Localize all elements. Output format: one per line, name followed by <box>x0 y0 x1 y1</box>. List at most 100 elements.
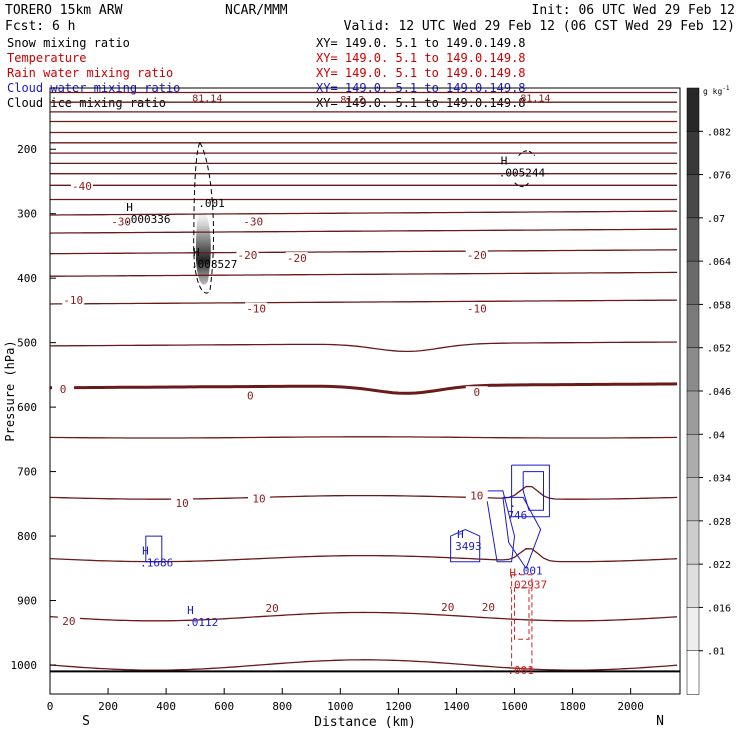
snow-core <box>195 204 211 285</box>
colorbar-swatch <box>686 87 700 133</box>
temperature-label-bg <box>62 294 85 307</box>
temperature-label-bg <box>465 489 488 502</box>
y-axis-label: Pressure (hPa) <box>3 340 17 441</box>
maximum-value: .0112 <box>185 616 218 629</box>
maximum-value: .02937 <box>507 578 547 591</box>
isotherm-line <box>49 341 678 353</box>
y-tick-label: 400 <box>17 272 37 285</box>
colorbar-swatch <box>686 563 700 609</box>
temperature-label: 20 <box>482 601 495 614</box>
rain-contour <box>514 587 530 640</box>
snow-contour-small <box>514 182 530 188</box>
maximum-marker: H <box>187 604 194 617</box>
y-tick-label: 500 <box>17 337 37 350</box>
temperature-label: -30 <box>111 215 131 228</box>
temperature-labels: -40 -30 -30 -20 -20 -20 -10 -10 -10 0 0 0 10 10 10 20 20… <box>52 179 500 628</box>
temperature-label: 10 <box>470 489 483 502</box>
cloud-water-contour <box>522 471 544 511</box>
legend-xy: XY= 149.0. 5.1 to 149.0.149.8 <box>316 96 526 110</box>
colorbar-tick-label: .064 <box>707 257 731 268</box>
temperature-label-bg <box>70 179 93 192</box>
colorbar-tick-label: .076 <box>707 171 731 182</box>
x-tick-label: 800 <box>272 700 292 713</box>
maximum-value: .1686 <box>140 557 173 570</box>
header: TORERO 15km ARW NCAR/MMM Init: 06 UTC We… <box>5 3 735 34</box>
temperature-label: -20 <box>237 249 257 262</box>
colorbar-swatch <box>686 390 700 436</box>
colorbar-swatch <box>686 477 700 522</box>
isotherm-line <box>49 611 678 622</box>
isotherm-line <box>49 249 678 255</box>
colorbar-swatch <box>686 217 700 262</box>
x-tick-label: 2000 <box>617 700 644 713</box>
legend-field: Snow mixing ratio <box>7 36 130 50</box>
zero-isotherm <box>49 382 678 395</box>
x-tick-label: 200 <box>98 700 118 713</box>
maximum-marker: H <box>193 246 200 259</box>
cloud-water-contour <box>450 529 481 563</box>
temperature-label-bg <box>236 248 259 261</box>
legend-xy: XY= 149.0. 5.1 to 149.0.149.8 <box>316 36 526 50</box>
maximum-marker: H <box>501 155 508 168</box>
colorbar-swatch <box>686 304 700 349</box>
temperature-label: 20 <box>62 615 75 628</box>
temperature-label: -20 <box>467 249 487 262</box>
temperature-label: 10 <box>252 493 265 506</box>
temperature-label: -10 <box>63 294 83 307</box>
model-title: TORERO 15km ARW <box>5 3 123 18</box>
colorbar-tick-label: .022 <box>707 560 731 571</box>
temperature-label: -30 <box>243 215 263 228</box>
colorbar-tick-label: .07 <box>707 214 725 225</box>
temperature-label: -10 <box>246 302 266 315</box>
maximum-marker: H <box>126 201 133 214</box>
maximum-value: .001 <box>198 197 225 210</box>
x-tick-label: 1400 <box>443 700 470 713</box>
rain-contour <box>511 574 533 669</box>
colorbar-unit: g kg-1 <box>703 85 730 96</box>
temperature-contours <box>49 91 680 673</box>
colorbar-tick-label: .04 <box>707 430 725 441</box>
plot-frame <box>49 87 681 695</box>
temperature-label: -40 <box>72 180 92 193</box>
x-axis: 0 200 400 600 800 1000 1200 1400 1600 1800 2000 <box>47 688 644 713</box>
y-tick-label: 300 <box>17 208 37 221</box>
temperature-label: 0 <box>60 383 67 396</box>
colorbar-swatch <box>686 607 700 652</box>
temperature-label-bg <box>477 600 500 613</box>
x-axis-label: Distance (km) <box>314 715 416 730</box>
colorbar-swatch <box>686 260 700 306</box>
snow-contour <box>193 141 215 294</box>
y-axis: 200 300 400 500 600 700 800 900 1000 <box>11 143 56 672</box>
colorbar-tick-label: .046 <box>707 387 731 398</box>
temperature-label-bg <box>285 252 308 265</box>
init-time: Init: 06 UTC Wed 29 Feb 12 <box>532 3 736 18</box>
colorbar-swatch <box>686 650 700 695</box>
forecast-hour: Fcst: 6 h <box>5 19 75 34</box>
center-title: NCAR/MMM <box>225 3 288 18</box>
temperature-label-bg <box>245 302 268 315</box>
temperature-label-bg <box>465 302 488 315</box>
y-tick-label: 700 <box>17 466 37 479</box>
legend-xy: XY= 149.0. 5.1 to 149.0.149.8 <box>316 51 526 65</box>
temperature-label-bg <box>171 497 194 510</box>
x-tick-label: 1800 <box>559 700 586 713</box>
maximum-value: .005244 <box>499 167 546 180</box>
plot-area: -40 -30 -30 -20 -20 -20 -10 -10 -10 0 0 0 10 10 10 20 20… <box>49 87 681 695</box>
edge-label: 81.2 <box>340 95 364 106</box>
colorbar-tick-label: .01 <box>707 647 725 658</box>
x-tick-label: 600 <box>214 700 234 713</box>
maximum-value: .001 <box>516 564 543 577</box>
colorbar-tick-label: .082 <box>707 127 731 138</box>
snow-shading <box>195 204 211 285</box>
field-legend: Snow mixing ratio XY= 149.0. 5.1 to 149.0… <box>7 36 526 110</box>
colorbar-swatch <box>686 434 700 479</box>
x-tick-label: 1000 <box>327 700 354 713</box>
maximum-value: 3493 <box>455 540 482 553</box>
temperature-label: -20 <box>287 252 307 265</box>
temperature-label-bg <box>110 215 133 228</box>
maximum-marker: . <box>509 497 516 510</box>
legend-field: Temperature <box>7 51 86 65</box>
x-tick-label: 1200 <box>385 700 412 713</box>
colorbar-swatch <box>686 520 700 565</box>
